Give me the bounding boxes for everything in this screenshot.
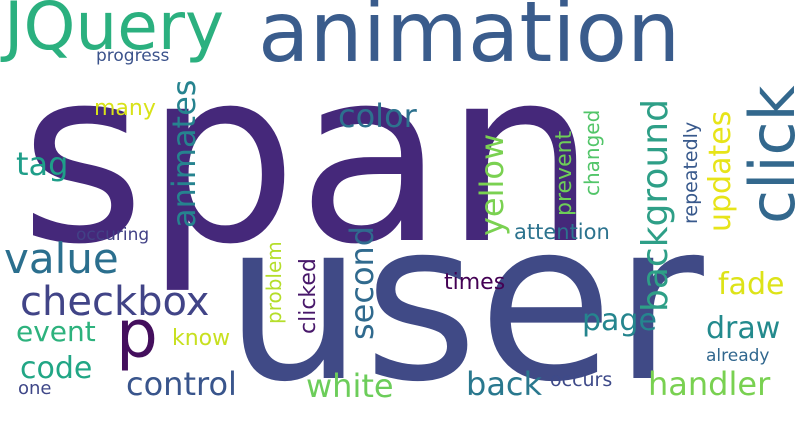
word-handler: handler bbox=[648, 365, 771, 403]
word-already: already bbox=[706, 346, 770, 366]
word-progress: progress bbox=[96, 46, 170, 66]
word-event: event bbox=[16, 315, 96, 348]
word-p: p bbox=[116, 296, 158, 373]
word-repeatedly: repeatedly bbox=[680, 121, 702, 224]
word-cloud: span user animation JQuery click checkbo… bbox=[4, 0, 800, 412]
word-prevent: prevent bbox=[552, 130, 577, 216]
word-times: times bbox=[444, 270, 506, 295]
word-updates: updates bbox=[703, 110, 738, 232]
word-tag: tag bbox=[16, 145, 69, 183]
word-jquery: JQuery bbox=[4, 0, 225, 65]
word-occurs: occurs bbox=[550, 369, 613, 391]
word-back: back bbox=[466, 365, 543, 403]
word-problem: problem bbox=[262, 241, 286, 324]
word-attention: attention bbox=[514, 220, 610, 244]
word-page: page bbox=[582, 303, 657, 338]
word-white: white bbox=[306, 367, 394, 405]
word-code: code bbox=[20, 351, 93, 386]
word-value: value bbox=[4, 234, 119, 283]
word-user: user bbox=[224, 174, 704, 430]
word-click: click bbox=[736, 85, 800, 224]
word-fade: fade bbox=[718, 267, 785, 302]
word-yellow: yellow bbox=[473, 133, 511, 236]
word-control: control bbox=[126, 365, 237, 403]
word-color: color bbox=[338, 97, 417, 135]
word-second: second bbox=[343, 225, 381, 340]
word-changed: changed bbox=[580, 109, 604, 196]
word-animates: animates bbox=[165, 79, 203, 228]
word-know: know bbox=[172, 326, 231, 351]
word-background: background bbox=[635, 99, 676, 312]
word-many: many bbox=[94, 96, 156, 121]
word-animation: animation bbox=[258, 0, 681, 81]
word-one: one bbox=[18, 378, 52, 399]
word-checkbox: checkbox bbox=[20, 279, 210, 325]
word-occuring: occuring bbox=[76, 225, 150, 245]
word-draw: draw bbox=[706, 311, 781, 346]
word-span: span bbox=[20, 17, 597, 297]
word-clicked: clicked bbox=[296, 258, 321, 334]
